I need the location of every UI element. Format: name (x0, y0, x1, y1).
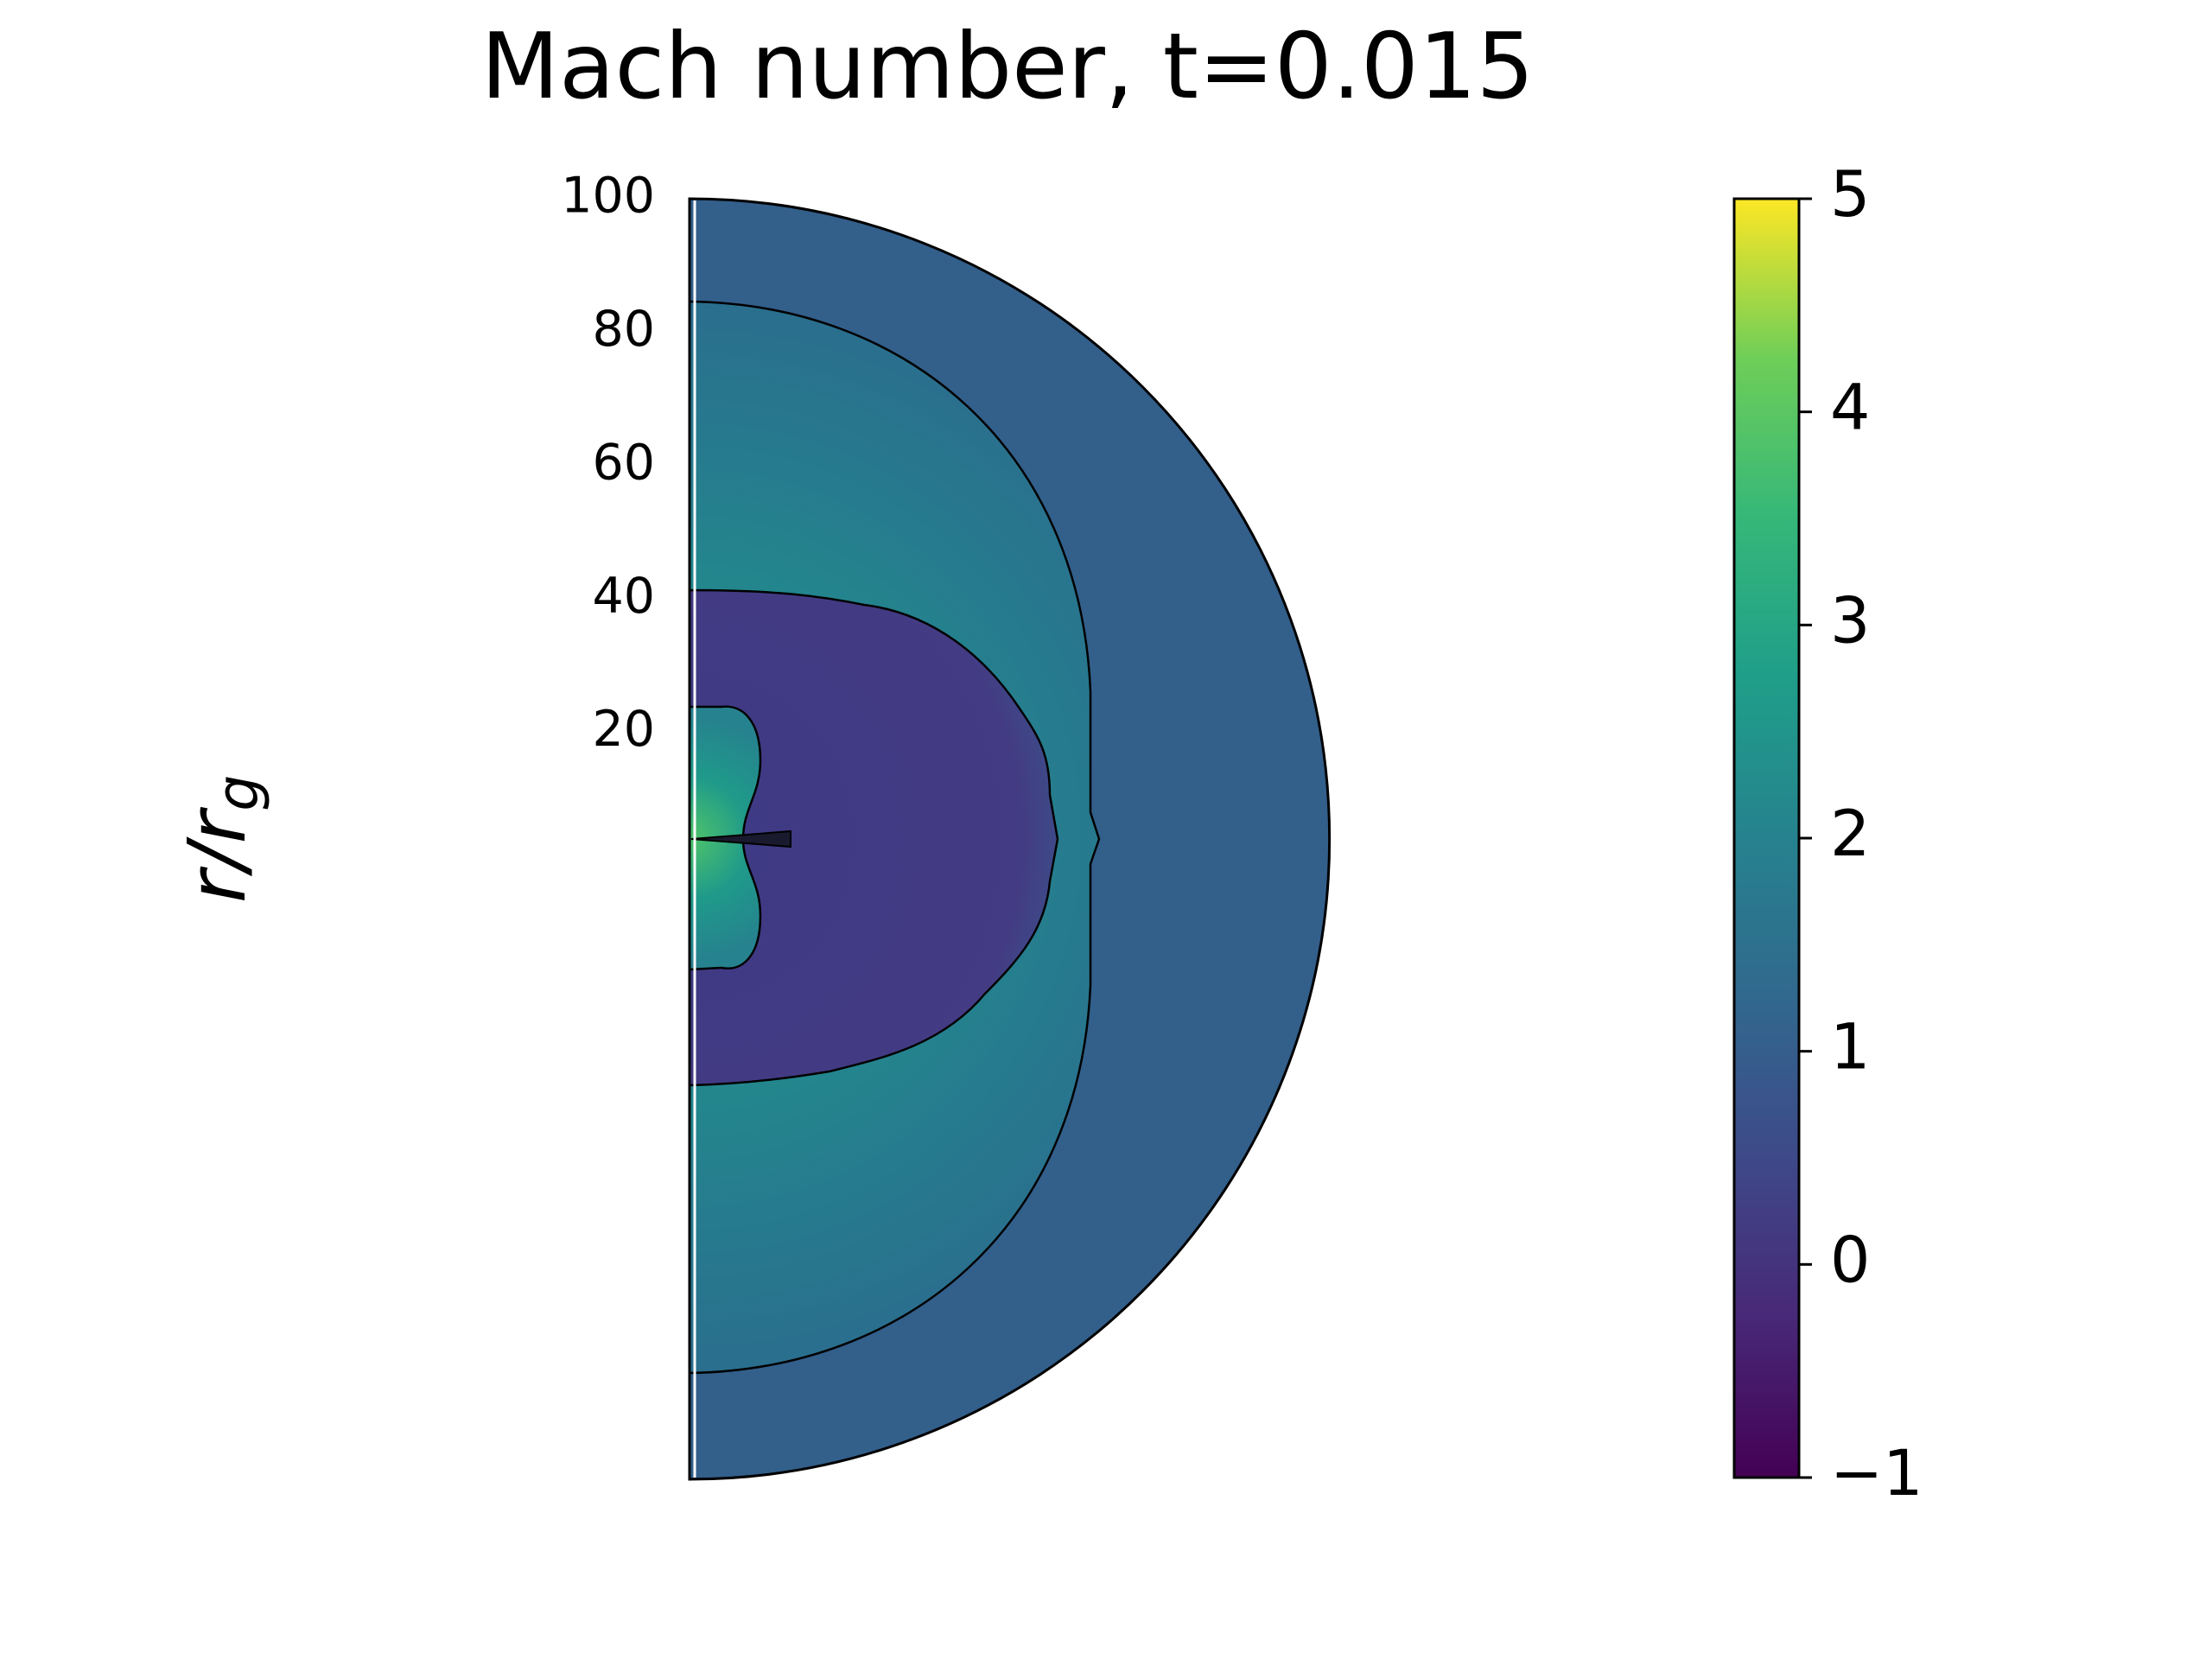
y-axis-label-subscript: g (205, 775, 271, 811)
colorbar-tick-label: 4 (1830, 372, 1870, 445)
colorbar-tick-label: 1 (1830, 1011, 1870, 1084)
y-axis-label: r/rg (171, 775, 271, 904)
colorbar-tick-label: 0 (1830, 1224, 1870, 1297)
colorbar (1732, 197, 1801, 1479)
colorbar-tick-label: −1 (1830, 1437, 1923, 1510)
colorbar-tick-label: 5 (1830, 158, 1870, 232)
colorbar-tick-label: 2 (1830, 798, 1870, 871)
y-tick-label: 20 (592, 701, 655, 758)
y-tick-label: 80 (592, 301, 655, 358)
chart-title: Mach number, t=0.015 (481, 14, 1535, 119)
y-tick-label: 100 (561, 168, 655, 225)
y-tick-label: 40 (592, 568, 655, 625)
field (688, 197, 1332, 1481)
y-axis-label-main: r/r (171, 806, 264, 903)
y-tick-label: 60 (592, 434, 655, 491)
inner-region (688, 588, 1059, 1087)
colorbar-tick-label: 3 (1830, 584, 1870, 658)
jet-feature (690, 830, 791, 849)
